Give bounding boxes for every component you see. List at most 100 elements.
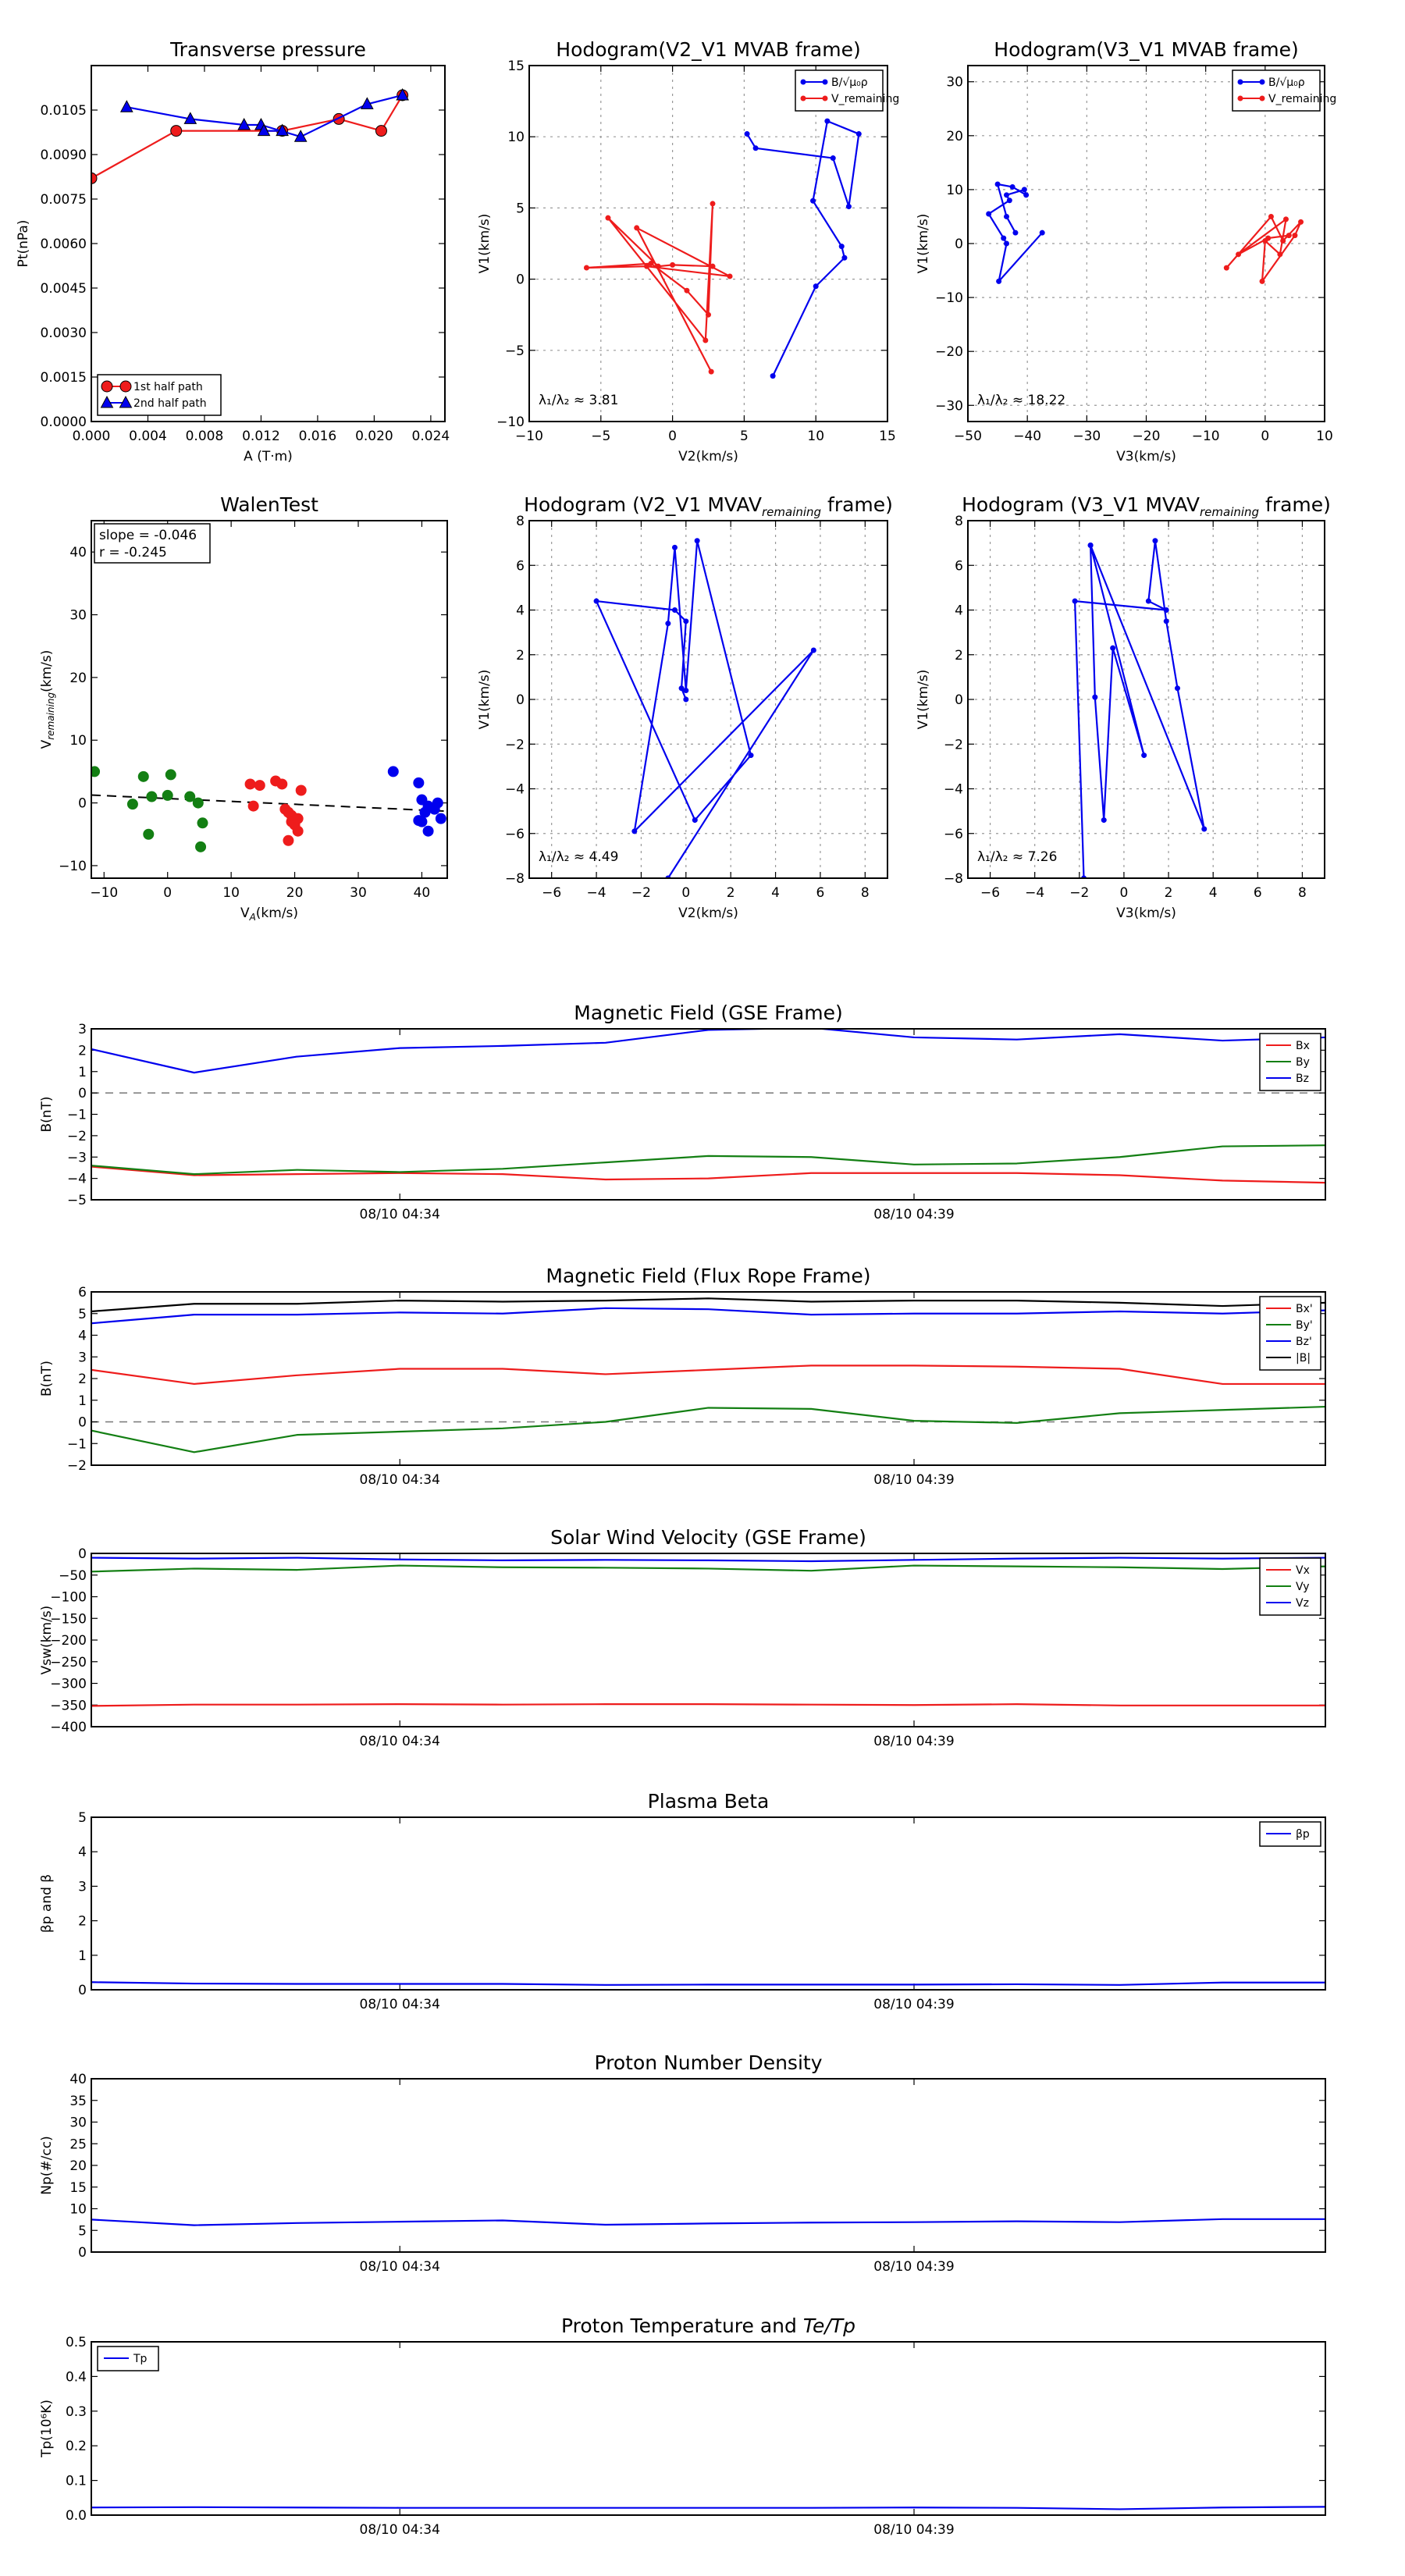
x-axis-label: V3(km/s) xyxy=(1116,906,1176,921)
data-point xyxy=(986,211,992,217)
x-tick-label: −5 xyxy=(591,429,610,444)
y-tick-label: −2 xyxy=(67,1458,87,1474)
data-point xyxy=(845,204,852,210)
x-tick-label: 0.000 xyxy=(73,429,111,444)
y-tick-label: 0.1 xyxy=(66,2474,87,2489)
series-line xyxy=(1225,215,1302,283)
y-tick-label: 0.0030 xyxy=(41,326,87,341)
y-tick-label: −6 xyxy=(944,827,963,842)
y-tick-label: −200 xyxy=(50,1633,87,1649)
y-tick-label: 0.0090 xyxy=(41,148,87,163)
eigenvalue-ratio: λ₁/λ₂ ≈ 4.49 xyxy=(539,849,618,865)
data-point xyxy=(184,791,196,802)
series-line xyxy=(91,1165,1325,1184)
series-1sthalfpath xyxy=(91,89,409,184)
data-point xyxy=(1012,229,1019,236)
hodogram-v3v1-mvab-chart: −50 −40 −30 −20 −10 0 10 −30 −20 −10 0 10 20 30 Hodogr… xyxy=(916,38,1336,464)
eigenvalue-ratio: λ₁/λ₂ ≈ 7.26 xyxy=(977,849,1057,865)
y-tick-label: 0.3 xyxy=(66,2404,87,2420)
legend-label: By xyxy=(1296,1056,1310,1069)
y-tick-label: 0 xyxy=(955,692,963,708)
y-axis-label: V1(km/s) xyxy=(916,670,931,730)
data-point xyxy=(655,263,661,269)
data-point xyxy=(605,215,611,221)
series-line xyxy=(91,2218,1325,2226)
y-tick-label: 10 xyxy=(69,2202,87,2218)
y-tick-label: −8 xyxy=(944,871,963,887)
y-tick-label: 0 xyxy=(516,272,525,288)
y-tick-label: 5 xyxy=(516,201,525,216)
series-vremaining xyxy=(1223,213,1304,284)
x-tick-label: −6 xyxy=(542,885,561,901)
data-point xyxy=(1163,618,1169,624)
data-point xyxy=(748,753,754,759)
chart-title: Magnetic Field (Flux Rope Frame) xyxy=(546,1265,870,1287)
x-tick-label: 20 xyxy=(286,885,304,901)
y-tick-label: −100 xyxy=(50,1590,87,1606)
data-point xyxy=(416,816,428,827)
data-point xyxy=(744,131,750,137)
y-tick-label: 0 xyxy=(78,1546,87,1562)
proton-temperature-chart: 08/10 04:34 08/10 04:39 0.0 0.1 0.2 0.3 0.4 0.5… xyxy=(39,2314,1326,2538)
y-tick-label: −300 xyxy=(50,1677,87,1692)
x-tick-label: 10 xyxy=(1316,429,1333,444)
y-tick-label: 40 xyxy=(69,2072,87,2087)
data-point xyxy=(396,87,409,101)
legend-box xyxy=(795,69,884,112)
data-point xyxy=(247,800,259,812)
axes-frame xyxy=(91,65,446,422)
series-green xyxy=(91,766,208,852)
solar-wind-velocity-chart: 08/10 04:34 08/10 04:39 −400 −350 −300 −250 −2… xyxy=(39,1526,1326,1749)
y-tick-label: 0.0105 xyxy=(41,103,87,119)
data-point xyxy=(146,791,158,802)
data-point xyxy=(244,778,256,790)
series-bx xyxy=(91,1364,1325,1386)
data-point xyxy=(1292,233,1298,239)
data-point xyxy=(91,766,101,777)
y-axis-label: βp and β xyxy=(39,1874,55,1933)
data-point xyxy=(810,197,816,204)
y-tick-label: −4 xyxy=(944,782,963,798)
data-point xyxy=(1298,219,1304,225)
x-tick-label: 08/10 04:39 xyxy=(873,2259,954,2275)
data-point xyxy=(706,311,711,318)
series-vremaining xyxy=(583,201,733,375)
axes-frame xyxy=(91,1291,1326,1466)
data-point xyxy=(824,118,831,124)
y-tick-label: 1 xyxy=(78,1393,87,1409)
y-tick-label: 0 xyxy=(78,2245,87,2261)
data-point xyxy=(678,685,685,692)
data-point xyxy=(91,172,98,184)
y-tick-label: 8 xyxy=(955,514,963,529)
chart-title: Hodogram (V2_V1 MVAVremaining frame) xyxy=(524,493,893,519)
data-point xyxy=(137,770,149,782)
y-tick-label: 3 xyxy=(78,1022,87,1037)
proton-number-density-chart: 08/10 04:34 08/10 04:39 0 5 10 15 20 25 30 35 40 Pr… xyxy=(39,2051,1326,2275)
data-point xyxy=(283,806,294,818)
series-vx xyxy=(91,1703,1325,1707)
series-tp xyxy=(91,2506,1325,2510)
legend-marker xyxy=(800,95,806,101)
x-tick-label: 8 xyxy=(861,885,870,901)
x-tick-label: −10 xyxy=(1192,429,1220,444)
x-tick-label: −10 xyxy=(515,429,543,444)
legend-marker xyxy=(1259,79,1265,85)
series-line xyxy=(91,1405,1325,1453)
chart-title: Proton Temperature and Te/Tp xyxy=(561,2314,855,2337)
series-bz xyxy=(91,1029,1325,1074)
legend-marker xyxy=(1237,79,1243,85)
y-tick-label: 6 xyxy=(955,558,963,574)
x-tick-label: 0.008 xyxy=(186,429,224,444)
series-line xyxy=(585,202,731,372)
plasma-beta-chart: 08/10 04:34 08/10 04:39 0 1 2 3 4 5 Plasma Beta β… xyxy=(39,1790,1326,2012)
legend-label: Vy xyxy=(1296,1581,1310,1593)
y-tick-label: −2 xyxy=(944,737,963,753)
x-tick-label: 08/10 04:39 xyxy=(873,2522,954,2538)
y-tick-label: −20 xyxy=(935,344,963,360)
legend: Tp xyxy=(97,2346,159,2371)
legend-marker xyxy=(800,79,806,85)
axes-frame xyxy=(528,65,888,422)
fit-stats-text: r = -0.245 xyxy=(99,545,167,560)
y-tick-label: 0 xyxy=(78,1086,87,1101)
data-point xyxy=(702,337,709,343)
